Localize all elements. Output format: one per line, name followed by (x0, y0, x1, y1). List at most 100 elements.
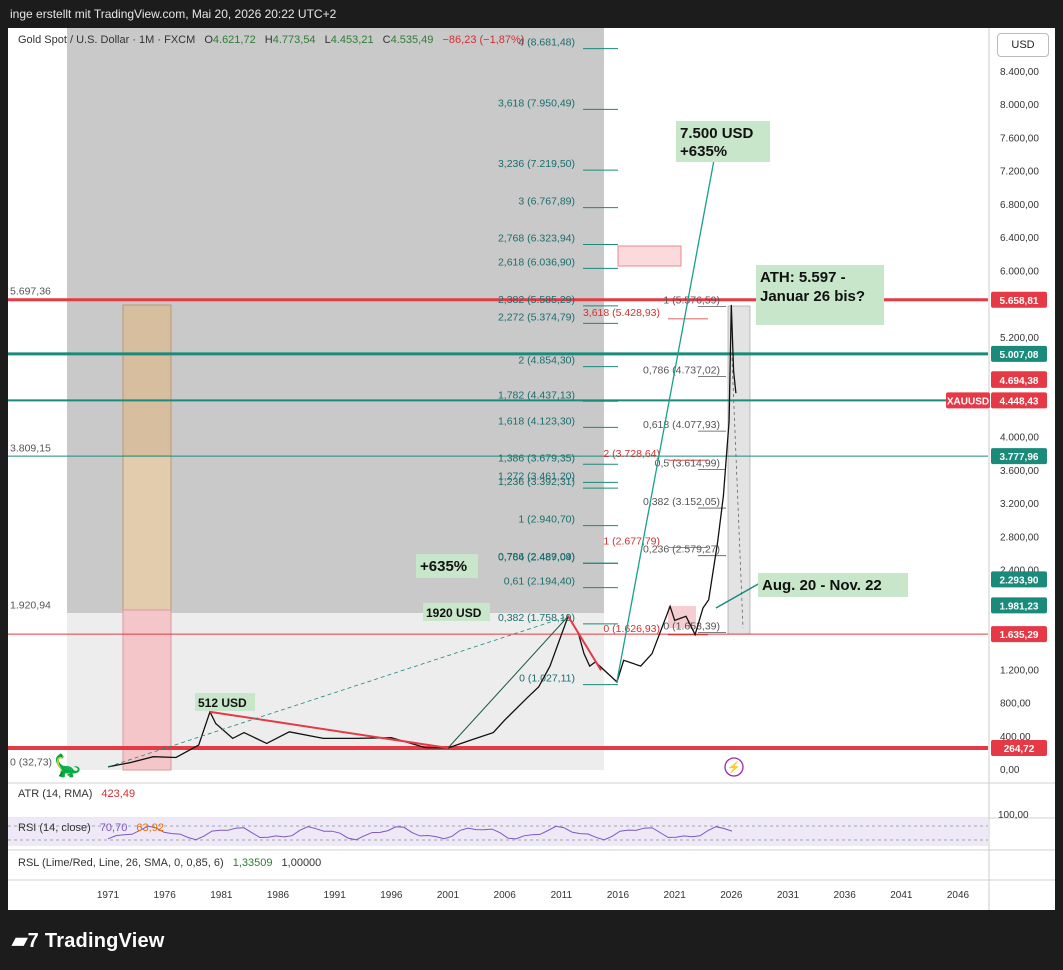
rsl-legend: RSL (Lime/Red, Line, 26, SMA, 0, 0,85, 6… (18, 857, 321, 869)
rsl-label: RSL (Lime/Red, Line, 26, SMA, 0, 0,85, 6… (18, 857, 224, 869)
chart-panel[interactable]: 8.400,00 8.000,00 7.600,00 7.200,00 6.800,00… (8, 28, 1055, 910)
x-tick-label: 2006 (494, 890, 517, 901)
ohlc-close: 4.535,49 (390, 34, 434, 46)
fib-red-label: 1 (2.677,79) (603, 535, 660, 547)
price-tag-label: 5.658,81 (1000, 296, 1039, 307)
credit-text: inge erstellt mit TradingView.com, Mai 2… (10, 7, 337, 21)
chart-svg[interactable]: 8.400,00 8.000,00 7.600,00 7.200,00 6.800,00… (8, 28, 1055, 910)
pct-box-label: +635% (420, 558, 467, 575)
price-tag-label: 1.635,29 (1000, 630, 1039, 641)
rsi-label: RSI (14, close) (18, 822, 91, 834)
x-tick-label: 2041 (890, 890, 913, 901)
usd1920-label: 1920 USD (426, 606, 482, 620)
x-tick-label: 2031 (777, 890, 800, 901)
fib-ext-label: 0,61 (2.194,40) (504, 576, 575, 588)
tan-box-upper (122, 304, 172, 457)
fib-red-label: 2 (3.728,64) (603, 448, 660, 460)
rsl-value1: 1,33509 (232, 857, 273, 869)
aug-nov-box (758, 573, 908, 597)
price-tag-label: 5.007,08 (1000, 350, 1039, 361)
y-tick-label: 400,00 (1000, 732, 1031, 743)
arrow-aug-nov (715, 582, 761, 609)
fib-ext-label: 1,386 (3.679,35) (498, 452, 575, 464)
x-tick-label: 2021 (664, 890, 687, 901)
y-tick-label: 1.200,00 (1000, 665, 1039, 676)
x-tick-label: 1986 (267, 890, 290, 901)
dino-icon: 🦕 (54, 753, 81, 778)
fib-ext-label: 1,618 (4.123,30) (498, 415, 575, 427)
y-tick-label: 2.800,00 (1000, 532, 1039, 543)
x-tick-label: 2016 (607, 890, 630, 901)
rsi-line (107, 825, 733, 841)
ohlc-open-label: O (204, 34, 213, 46)
fib-ext-label: 1,782 (4.437,13) (498, 389, 575, 401)
pct-box (416, 554, 478, 578)
dashed-trend-long (107, 615, 569, 768)
symbol-name: Gold Spot / U.S. Dollar · 1M · FXCM (18, 34, 196, 46)
fib-ext-label: 4 (8.681,48) (518, 37, 575, 49)
atr-value: 423,49 (101, 788, 136, 800)
x-tick-label: 1996 (380, 890, 403, 901)
left-level-label: 0 (32,73) (10, 756, 52, 768)
rsi-axis-label: 100,00 (998, 810, 1029, 821)
x-tick-label: 2001 (437, 890, 460, 901)
y-tick-label: 8.000,00 (1000, 100, 1039, 111)
rsl-value2: 1,00000 (281, 857, 322, 869)
tradingview-logo[interactable]: ▰7 TradingView (12, 928, 165, 953)
footer: ▰7 TradingView (0, 910, 1063, 970)
trend-line-target (616, 138, 719, 683)
target-box (676, 121, 770, 162)
price-tag-label: 2.293,90 (1000, 575, 1039, 586)
fib-ext-label: 3 (6.767,89) (518, 196, 575, 208)
y-tick-label: 5.200,00 (1000, 333, 1039, 344)
price-tag (991, 740, 1047, 757)
fib-ret-label: 0,236 (2.579,27) (643, 544, 720, 556)
symbol-tag-label: XAUUSD (947, 396, 989, 407)
usd512-box (195, 693, 255, 711)
fib-ret-label: 0,5 (3.614,99) (655, 458, 720, 470)
currency-button[interactable]: USD (997, 33, 1049, 57)
x-tick-label: 1991 (324, 890, 347, 901)
atr-label: ATR (14, RMA) (18, 788, 93, 800)
price-tag-label: 4.694,38 (1000, 376, 1039, 387)
price-tag (991, 345, 1047, 362)
fib-ext-label: 3,618 (7.950,49) (498, 97, 575, 109)
price-tag (991, 571, 1047, 588)
fib-ext-label: 2,768 (6.323,94) (498, 233, 575, 245)
fib-red-label: 0 (1.626,93) (603, 623, 660, 635)
ohlc-high: 4.773,54 (272, 34, 316, 46)
red-trend-2011-2015 (567, 615, 602, 671)
ohlc-open: 4.621,72 (212, 34, 256, 46)
pink-box-left (122, 609, 172, 771)
gold-price-line (107, 304, 737, 768)
y-tick-label: 800,00 (1000, 699, 1031, 710)
price-tag-label: 3.777,96 (1000, 452, 1039, 463)
left-level-label: 3.809,15 (10, 442, 51, 454)
fib-ext-label: 0,382 (1.758,19) (498, 612, 575, 624)
price-tag-label: 4.448,43 (1000, 396, 1039, 407)
fib-ext-label: 0,786 (2.489,09) (498, 551, 575, 563)
price-tag (991, 291, 1047, 308)
top-bar: inge erstellt mit TradingView.com, Mai 2… (0, 0, 1063, 28)
price-tag (991, 626, 1047, 643)
ath-box-line2: Januar 26 bis? (760, 288, 865, 305)
ohlc-close-label: C (382, 34, 391, 46)
y-tick-label: 7.200,00 (1000, 167, 1039, 178)
rsi-legend: RSI (14, close) 70,70 63,92 (18, 822, 164, 834)
pink-box-target (617, 245, 682, 267)
fib-red-label: 3,618 (5.428,93) (583, 307, 660, 319)
symbol-tag (946, 392, 990, 409)
brand-text: TradingView (44, 930, 165, 952)
fib-ext-label: 1 (2.940,70) (518, 514, 575, 526)
y-tick-label: 6.400,00 (1000, 233, 1039, 244)
fib-ext-label: 1,272 (3.461,20) (498, 470, 575, 482)
fib-ret-label: 0,618 (4.077,93) (643, 419, 720, 431)
ohlc-low-label: L (324, 34, 331, 46)
trend-line-2001-2011 (447, 615, 569, 749)
x-tick-label: 2011 (551, 890, 573, 901)
x-tick-label: 2036 (834, 890, 857, 901)
fib-ext-label: 2,382 (5.585,29) (498, 294, 575, 306)
ath-box-line1: ATH: 5.597 - (760, 269, 846, 286)
fib-ext-label: 2,272 (5.374,79) (498, 311, 575, 323)
x-tick-label: 2046 (947, 890, 970, 901)
